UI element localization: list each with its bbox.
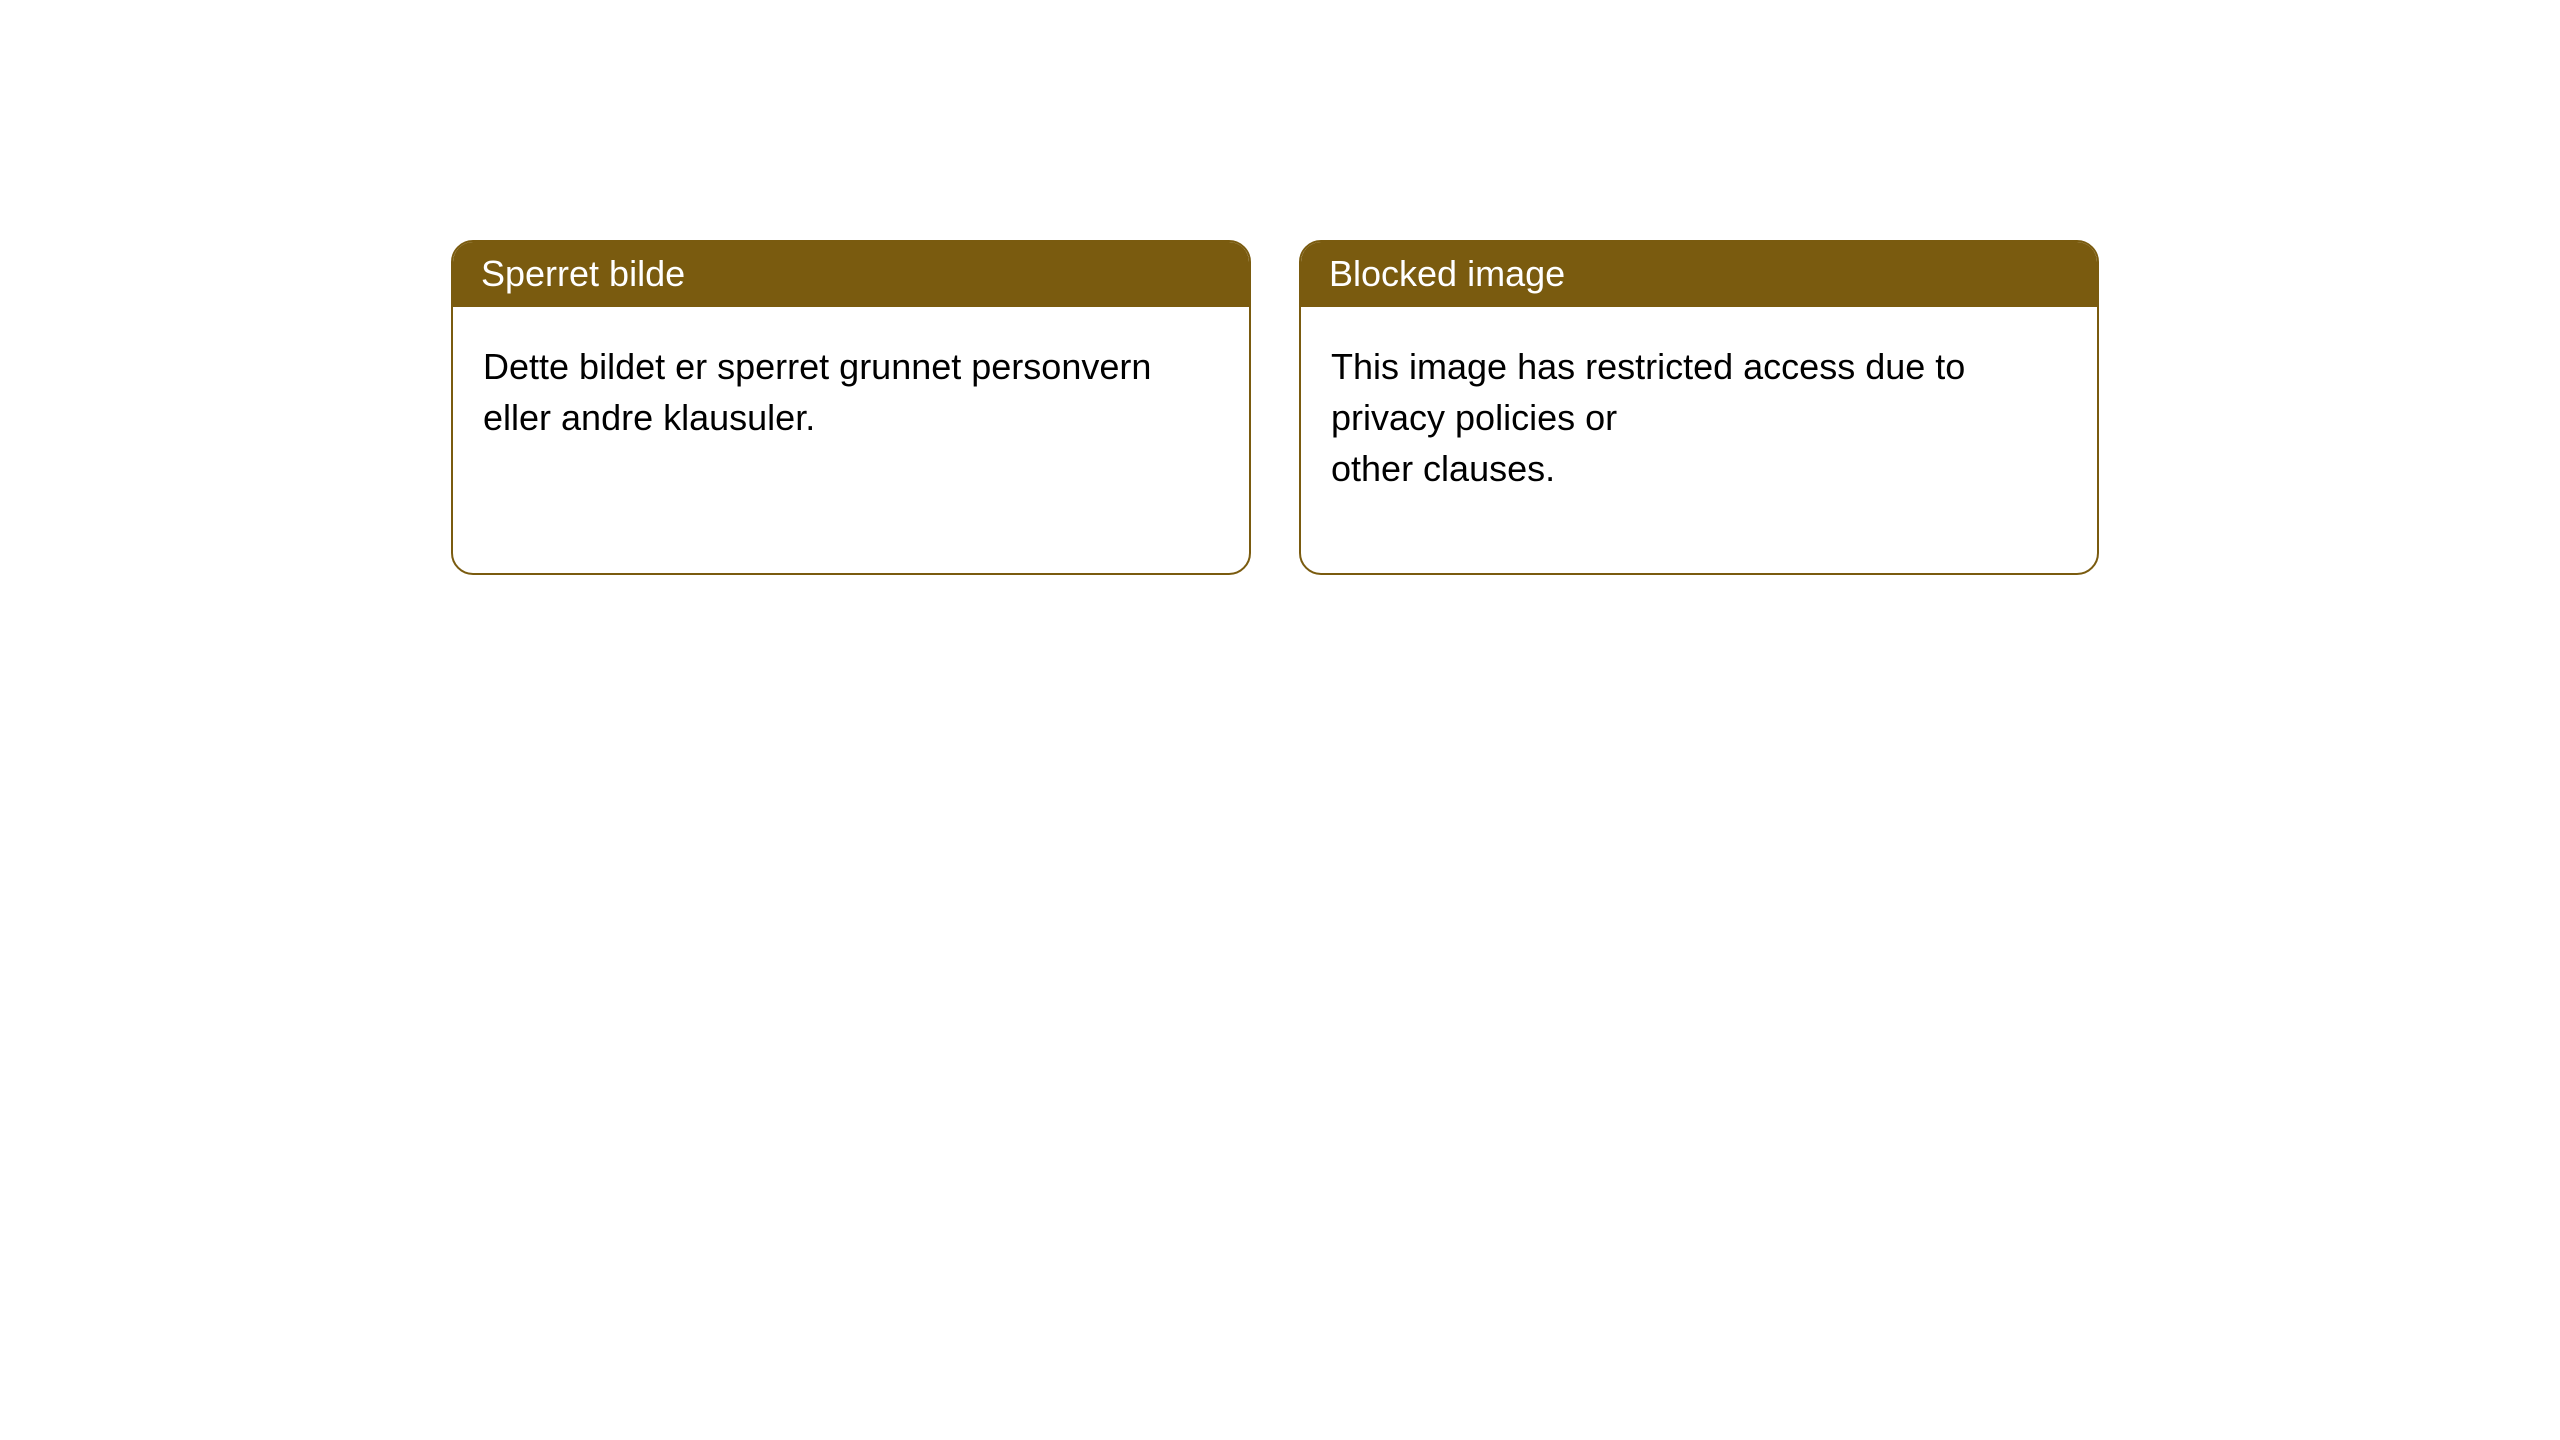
notice-body-no: Dette bildet er sperret grunnet personve… [453, 307, 1249, 477]
notice-card-en: Blocked image This image has restricted … [1299, 240, 2099, 575]
notice-card-no: Sperret bilde Dette bildet er sperret gr… [451, 240, 1251, 575]
notice-title-no: Sperret bilde [453, 242, 1249, 307]
notice-body-en: This image has restricted access due to … [1301, 307, 2097, 528]
notice-container: Sperret bilde Dette bildet er sperret gr… [0, 0, 2560, 575]
notice-title-en: Blocked image [1301, 242, 2097, 307]
